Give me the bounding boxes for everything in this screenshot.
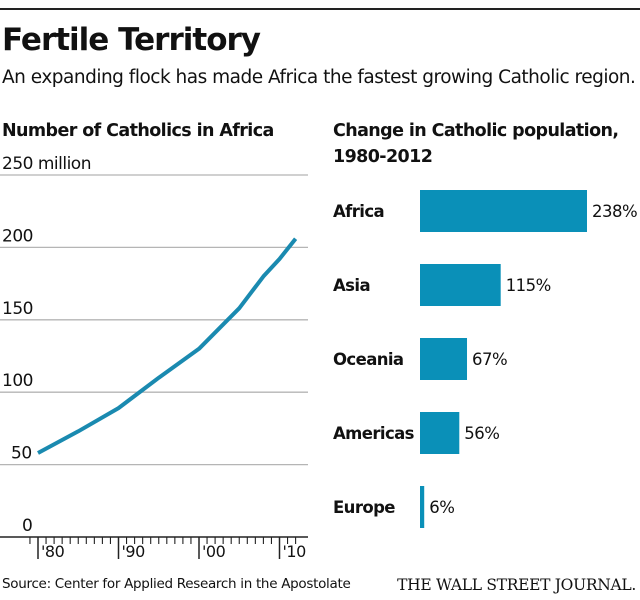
- x-tick-label-1990: '90: [122, 542, 146, 561]
- bar-chart-title-line-1: Change in Catholic population,: [333, 121, 619, 141]
- line-chart-y-tick-labels: 0 50 100 150 200 250 million: [2, 154, 91, 536]
- x-tick-label-2000: '00: [202, 542, 226, 561]
- bar-value-label-oceania: 67%: [472, 350, 507, 369]
- bar-africa: [420, 190, 587, 232]
- bar-chart-bars: Africa 238% Asia 115% Oceania 67% Americas 56% E…: [333, 190, 638, 528]
- publisher-logo: THE WALL STREET JOURNAL.: [397, 576, 636, 594]
- y-tick-label-50: 50: [11, 444, 32, 464]
- bar-americas: [420, 412, 460, 454]
- y-tick-label-150: 150: [2, 299, 33, 319]
- bar-category-label-americas: Americas: [333, 424, 415, 443]
- bar-category-label-europe: Europe: [333, 498, 395, 517]
- line-chart-x-axis: '80 '90 '00 '10: [0, 536, 308, 561]
- line-chart-title: Number of Catholics in Africa: [2, 121, 274, 141]
- line-chart-series: [37, 237, 298, 455]
- page-title: Fertile Territory: [2, 22, 261, 58]
- y-tick-label-250: 250 million: [2, 154, 91, 174]
- x-tick-label-2010: '10: [283, 542, 307, 561]
- y-tick-label-200: 200: [2, 226, 33, 246]
- y-tick-label-100: 100: [2, 371, 33, 391]
- bar-category-label-oceania: Oceania: [333, 350, 403, 369]
- bar-value-label-africa: 238%: [592, 202, 637, 221]
- bar-value-label-europe: 6%: [429, 498, 454, 517]
- bar-asia: [420, 264, 501, 306]
- bar-value-label-americas: 56%: [464, 424, 499, 443]
- bar-category-label-africa: Africa: [333, 202, 384, 221]
- page-subtitle: An expanding flock has made Africa the f…: [2, 67, 636, 88]
- source-note: Source: Center for Applied Research in t…: [2, 576, 351, 592]
- bar-category-label-asia: Asia: [333, 276, 370, 295]
- line-chart-gridlines: [0, 174, 308, 466]
- y-tick-label-0: 0: [22, 516, 32, 536]
- bar-europe: [420, 486, 425, 528]
- bar-chart-title-line-2: 1980-2012: [333, 147, 433, 167]
- bar-value-label-asia: 115%: [506, 276, 551, 295]
- line-series-catholics-africa: [37, 237, 298, 455]
- x-tick-label-1980: '80: [41, 542, 65, 561]
- bar-chart-title: Change in Catholic population, 1980-2012: [333, 118, 619, 170]
- bar-oceania: [420, 338, 468, 380]
- top-rule: [0, 8, 640, 10]
